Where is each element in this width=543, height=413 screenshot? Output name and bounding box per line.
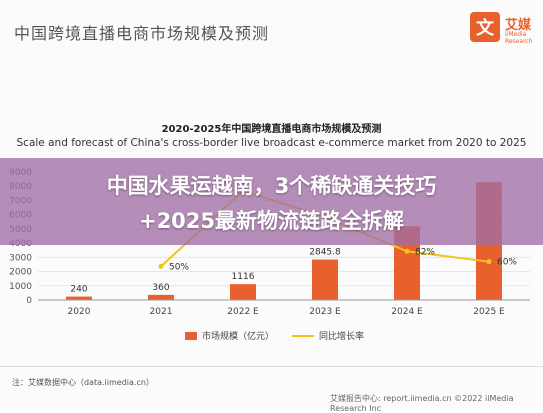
growth-value-label: 60% <box>497 258 517 268</box>
bar <box>312 259 338 300</box>
bar <box>148 294 174 300</box>
y-tick-label: 3000 <box>9 253 32 263</box>
headline-line-1: 中国水果运越南，3个稀缺通关技巧 <box>106 174 437 198</box>
growth-value-label: 82% <box>415 247 435 257</box>
chart-subtitle: Scale and forecast of China's cross-bord… <box>16 137 527 149</box>
growth-point <box>158 263 164 269</box>
x-tick-label: 2021 <box>150 307 173 317</box>
x-tick-label: 2020 <box>68 307 91 317</box>
brand-logo-icon: 文 <box>470 12 500 42</box>
x-tick-label: 2022 E <box>227 307 259 317</box>
legend-label-line: 同比增长率 <box>319 332 365 342</box>
bar-value-label: 240 <box>70 285 87 295</box>
growth-point <box>404 248 410 254</box>
bar-value-label: 360 <box>152 283 169 293</box>
bar <box>66 296 92 300</box>
page-title: 中国跨境直播电商市场规模及预测 <box>14 24 270 43</box>
bar-value-label: 2845.8 <box>309 248 341 258</box>
footer-credit: 艾媒报告中心: report.iimedia.cn ©2022 iiMedia … <box>330 394 514 413</box>
legend-bar-swatch <box>185 331 197 340</box>
headline-overlay <box>0 158 543 245</box>
x-tick-label: 2023 E <box>309 307 341 317</box>
footer-divider <box>0 366 543 367</box>
y-tick-label: 2000 <box>9 268 32 278</box>
y-tick-label: 1000 <box>9 282 32 292</box>
growth-point <box>486 259 492 265</box>
brand-logo-text: 艾媒 <box>505 18 532 33</box>
bar <box>230 284 256 300</box>
brand-logo-subtext: iiMedia Research <box>505 31 533 45</box>
chart-legend: 市场规模（亿元） 同比增长率 <box>185 329 364 342</box>
y-tick-label: 0 <box>26 296 32 306</box>
x-tick-label: 2024 E <box>391 307 423 317</box>
x-tick-label: 2025 E <box>473 307 505 317</box>
chart-title: 2020-2025年中国跨境直播电商市场规模及预测 <box>161 124 382 135</box>
headline-line-2: +2025最新物流链路全拆解 <box>138 209 405 233</box>
source-note: 注：艾媒数据中心（data.iimedia.cn） <box>12 378 154 387</box>
legend-label-bar: 市场规模（亿元） <box>202 332 275 342</box>
growth-value-label: 50% <box>169 262 189 272</box>
legend-line-swatch <box>292 334 315 337</box>
bar-value-label: 1116 <box>232 272 255 282</box>
